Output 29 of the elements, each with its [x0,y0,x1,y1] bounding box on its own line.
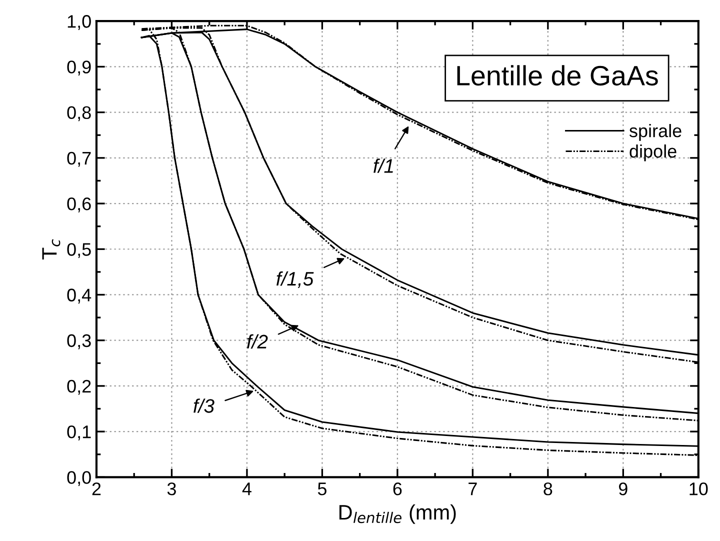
y-tick-label: 0,0 [67,471,91,486]
y-axis-title: T$_{c}$ [42,239,60,260]
y-tick-label: 0,2 [67,380,91,395]
x-tick-label: 10 [690,482,708,496]
y-tick-label: 0,4 [67,288,92,304]
y-tick-label: 0,3 [67,334,91,350]
annotation: f/1,5 [276,271,314,288]
y-tick-label: 0,5 [67,243,91,258]
x-tick-label: 5 [318,482,326,496]
x-tick-label: 2 [92,482,101,496]
x-tick-label: 8 [544,482,552,496]
y-tick-label: 0,6 [67,197,91,212]
annotation: f/2 [247,334,268,349]
x-tick-label: 9 [618,482,628,496]
y-tick-label: 0,1 [67,425,91,440]
annotation: f/1 [374,158,393,173]
x-tick-label: 4 [242,482,252,496]
y-tick-label: 0,9 [67,60,91,76]
x-axis-title: D$_{lentille}$ (mm) [339,504,456,524]
legend-label: dipole [630,144,676,162]
text: Lentille de GaAs [457,65,658,86]
x-tick-label: 3 [167,482,176,496]
y-tick-label: 0,7 [67,152,91,167]
x-tick-label: 6 [393,482,402,496]
legend-label: spirale [629,124,682,141]
y-tick-label: 1,0 [68,15,91,30]
annotation: f/3 [194,398,214,413]
x-tick-label: 7 [468,482,477,496]
y-tick-label: 0,8 [67,106,91,122]
